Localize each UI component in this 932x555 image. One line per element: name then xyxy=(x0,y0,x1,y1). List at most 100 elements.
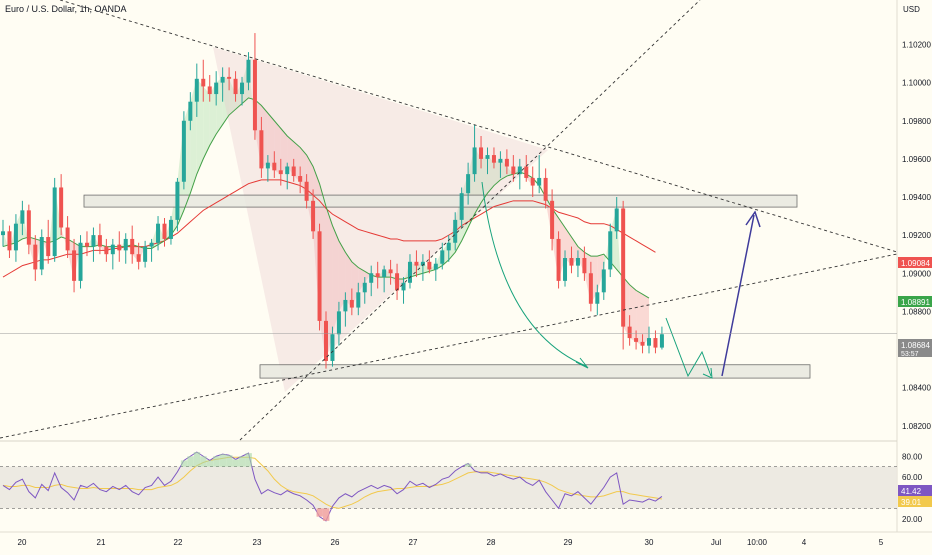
candle-body xyxy=(640,341,645,346)
candle-body xyxy=(433,263,438,270)
price-badge-red xyxy=(898,257,932,268)
candle-body xyxy=(343,299,348,312)
candle-body xyxy=(407,261,412,283)
candle-body xyxy=(233,78,238,95)
candle-body xyxy=(472,147,477,175)
candle-body xyxy=(440,250,445,264)
triangle-pattern-shade xyxy=(213,47,548,392)
candle-body xyxy=(181,120,186,182)
price-tick-label: 1.09000 xyxy=(902,269,931,278)
ma-cloud-segment xyxy=(332,225,339,335)
time-tick-label: 29 xyxy=(564,538,573,547)
descending-trendline xyxy=(59,0,898,253)
ma-cloud-segment xyxy=(351,261,359,308)
candle-body xyxy=(498,158,503,163)
rsi-oversold-fill xyxy=(316,508,323,517)
candle-body xyxy=(78,242,83,281)
price-tick-label: 1.09800 xyxy=(902,117,931,126)
time-tick-label: 28 xyxy=(487,538,496,547)
price-badge-last-text: 1.08684 xyxy=(901,341,930,350)
price-tick-label: 1.08200 xyxy=(902,422,931,431)
candle-body xyxy=(240,82,245,95)
candle-body xyxy=(324,320,328,361)
ma-cloud-segment xyxy=(597,254,604,293)
price-badge-red-text: 1.09084 xyxy=(901,259,930,268)
candle-body xyxy=(188,101,193,121)
candle-body xyxy=(207,86,212,95)
candle-body xyxy=(65,227,70,251)
candle-body xyxy=(130,238,135,255)
rsi-tick-label: 80.00 xyxy=(902,452,923,461)
candle-body xyxy=(395,273,400,291)
rsi-overbought-fill xyxy=(187,456,194,467)
ma-cloud-segment xyxy=(248,59,255,131)
time-tick-label: 10:00 xyxy=(747,538,768,547)
candle-body xyxy=(485,155,490,159)
candle-body xyxy=(647,338,651,346)
target-arrow xyxy=(721,214,755,377)
support-zone xyxy=(259,364,811,379)
candle-body xyxy=(634,338,639,342)
time-tick-label: 4 xyxy=(802,538,807,547)
candle-body xyxy=(349,299,354,308)
ma-cloud-segment xyxy=(196,78,204,175)
ma-cloud-segment xyxy=(642,294,649,346)
candle-body xyxy=(123,238,128,251)
price-tick-label: 1.08400 xyxy=(902,384,931,393)
candle-body xyxy=(595,292,600,304)
candle-body xyxy=(143,246,148,262)
rsi-overbought-fill xyxy=(465,463,472,467)
ma-cloud-segment xyxy=(487,155,494,194)
rsi-overbought-fill xyxy=(180,460,188,467)
candle-body xyxy=(291,166,296,177)
candle-body xyxy=(614,208,619,232)
candle-body xyxy=(621,208,626,327)
ma-cloud-segment xyxy=(493,158,501,186)
candle-body xyxy=(156,223,161,243)
price-tick-label: 1.09600 xyxy=(902,155,931,164)
candle-body xyxy=(46,237,51,257)
candle-body xyxy=(627,326,632,339)
candle-body xyxy=(459,193,464,220)
candle-body xyxy=(259,130,264,169)
candle-body xyxy=(608,231,613,270)
rsi-overbought-fill xyxy=(245,453,252,467)
candle-body xyxy=(336,311,341,335)
candle-body xyxy=(401,282,406,291)
candle-body xyxy=(543,177,548,201)
candle-body xyxy=(556,238,561,281)
rsi-band xyxy=(0,466,897,509)
rsi-signal-badge xyxy=(898,496,932,507)
candle-body xyxy=(117,244,122,251)
candle-body xyxy=(214,82,219,95)
candle-body xyxy=(356,292,361,308)
rsi-tick-label: 60.00 xyxy=(902,473,923,482)
chart-title: Euro / U.S. Dollar, 1h, OANDA xyxy=(5,4,127,14)
price-tick-label: 1.10000 xyxy=(902,79,931,88)
time-tick-label: 30 xyxy=(645,538,654,547)
ma-cloud-segment xyxy=(280,128,288,175)
candle-body xyxy=(311,200,316,232)
candle-body xyxy=(550,200,555,239)
time-tick-label: 20 xyxy=(18,538,27,547)
candle-body xyxy=(104,246,109,255)
time-tick-label: 26 xyxy=(331,538,340,547)
candle-body xyxy=(59,187,64,228)
candle-body xyxy=(446,242,451,251)
candle-body xyxy=(1,231,5,236)
candle-body xyxy=(659,334,664,348)
rsi-overbought-fill xyxy=(213,456,220,467)
ma-green-line xyxy=(2,97,650,299)
ma-cloud-segment xyxy=(229,78,236,116)
candle-body xyxy=(13,223,18,251)
candle-body xyxy=(369,273,374,283)
price-badge-last xyxy=(898,339,932,357)
ma-cloud-segment xyxy=(222,76,230,125)
candle-body xyxy=(653,338,658,348)
candle-body xyxy=(362,282,367,293)
rsi-overbought-fill xyxy=(232,459,239,467)
candle-body xyxy=(278,170,283,175)
candle-body xyxy=(298,176,303,182)
candle-body xyxy=(504,158,509,167)
